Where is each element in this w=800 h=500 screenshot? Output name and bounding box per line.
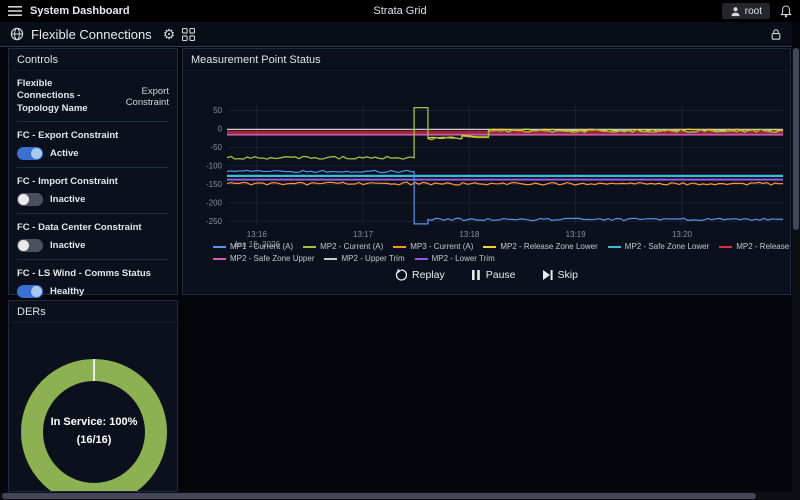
legend-swatch — [324, 257, 338, 260]
svg-text:13:16: 13:16 — [247, 230, 268, 239]
replay-button[interactable]: Replay — [395, 269, 445, 281]
legend-item[interactable]: MP1 - Current (A) — [213, 242, 293, 251]
lock-icon[interactable] — [770, 28, 782, 41]
controls-toggle-list: FC - Export Constraint Active FC - Import … — [9, 122, 177, 307]
pause-icon — [471, 270, 480, 280]
replay-icon — [395, 269, 408, 281]
user-button[interactable]: root — [721, 3, 770, 19]
scrollbar-corner — [792, 492, 800, 500]
topology-value: Export Constraint — [125, 85, 169, 108]
control-row: FC - LS Wind - Comms Status Healthy — [9, 260, 177, 305]
breadcrumb[interactable]: System Dashboard — [30, 5, 130, 17]
toggle-switch[interactable] — [17, 285, 43, 299]
legend-item[interactable]: MP2 - Release Zone Upper — [719, 242, 790, 251]
gear-icon[interactable]: ⚙ — [162, 26, 176, 42]
legend-swatch — [414, 257, 428, 260]
measurement-panel-title: Measurement Point Status — [183, 49, 790, 71]
measurement-panel: Measurement Point Status 50 0 -50 -100 -150 -… — [182, 48, 791, 295]
legend-swatch — [607, 245, 621, 248]
svg-text:Jan 15, 2026: Jan 15, 2026 — [234, 240, 281, 249]
control-status: Inactive — [50, 194, 86, 206]
topology-row: Flexible Connections - Topology Name Exp… — [9, 71, 177, 121]
control-status: Active — [50, 148, 79, 160]
divider — [17, 259, 169, 261]
svg-text:-50: -50 — [210, 143, 222, 152]
svg-text:0: 0 — [218, 125, 223, 134]
person-icon — [731, 6, 740, 16]
svg-text:13:17: 13:17 — [353, 230, 374, 239]
toggle-switch[interactable] — [17, 193, 43, 207]
legend-swatch — [393, 245, 407, 248]
ders-panel-title: DERs — [9, 301, 177, 323]
svg-text:13:19: 13:19 — [566, 230, 587, 239]
bell-icon[interactable] — [780, 4, 792, 18]
legend-swatch — [213, 245, 226, 248]
legend-item[interactable]: MP3 - Current (A) — [393, 242, 473, 251]
legend-item[interactable]: MP2 - Release Zone Lower — [483, 242, 598, 251]
vertical-scrollbar — [792, 48, 800, 492]
topology-label: Flexible Connections - Topology Name — [17, 78, 88, 114]
controls-panel: Controls Flexible Connections - Topology… — [8, 48, 178, 307]
svg-text:In Service: 100%: In Service: 100% — [51, 416, 138, 428]
svg-text:(16/16): (16/16) — [77, 434, 112, 446]
legend-item[interactable]: MP2 - Safe Zone Upper — [213, 254, 314, 263]
legend-swatch — [483, 245, 497, 248]
control-label: FC - Import Constraint — [17, 176, 118, 188]
ders-donut-chart: In Service: 100% (16/16) — [21, 359, 167, 491]
toggle-switch[interactable] — [17, 239, 43, 253]
legend-swatch — [719, 245, 733, 248]
svg-text:50: 50 — [213, 106, 222, 115]
legend-swatch — [303, 245, 317, 248]
ders-panel: DERs In Service: 100% (16/16) — [8, 300, 178, 492]
dashboard-header: Flexible Connections ⚙ — [0, 22, 792, 47]
control-row: FC - Import Constraint Inactive — [9, 168, 177, 213]
control-status: Inactive — [50, 240, 86, 252]
hamburger-menu-icon[interactable] — [8, 5, 22, 17]
svg-text:-150: -150 — [206, 180, 223, 189]
control-row: FC - Data Center Constraint Inactive — [9, 214, 177, 259]
dashboard-title[interactable]: Flexible Connections — [31, 26, 152, 42]
control-label: FC - LS Wind - Comms Status — [17, 268, 151, 280]
controls-panel-title: Controls — [9, 49, 177, 71]
top-bar: System Dashboard Strata Grid root — [0, 0, 800, 22]
legend-item[interactable]: MP2 - Current (A) — [303, 242, 383, 251]
svg-text:-250: -250 — [206, 217, 223, 226]
skip-button[interactable]: Skip — [542, 269, 578, 281]
horizontal-scrollbar-thumb[interactable] — [2, 493, 756, 499]
svg-text:-100: -100 — [206, 161, 223, 170]
user-name: root — [744, 5, 762, 17]
control-status: Healthy — [50, 286, 85, 298]
pause-button[interactable]: Pause — [471, 269, 516, 281]
control-label: FC - Export Constraint — [17, 130, 119, 142]
legend-item[interactable]: MP2 - Upper Trim — [324, 254, 405, 263]
svg-text:13:18: 13:18 — [459, 230, 480, 239]
control-label: FC - Data Center Constraint — [17, 222, 142, 234]
playback-controls: Replay Pause Skip — [183, 269, 790, 281]
control-row: FC - Export Constraint Active — [9, 122, 177, 167]
horizontal-scrollbar — [0, 492, 792, 500]
legend-swatch — [213, 257, 226, 260]
divider — [17, 213, 169, 215]
toggle-switch[interactable] — [17, 147, 43, 161]
svg-text:13:20: 13:20 — [672, 230, 693, 239]
vertical-scrollbar-thumb[interactable] — [793, 48, 799, 230]
divider — [17, 121, 169, 123]
legend-item[interactable]: MP2 - Lower Trim — [414, 254, 495, 263]
legend-item[interactable]: MP2 - Safe Zone Lower — [607, 242, 709, 251]
skip-icon — [542, 270, 553, 280]
apps-grid-icon[interactable] — [182, 27, 196, 41]
measurement-legend: MP1 - Current (A) MP2 - Current (A) MP3 - … — [183, 242, 790, 263]
dashboard-icon — [10, 27, 24, 41]
divider — [17, 167, 169, 169]
svg-text:-200: -200 — [206, 198, 223, 207]
